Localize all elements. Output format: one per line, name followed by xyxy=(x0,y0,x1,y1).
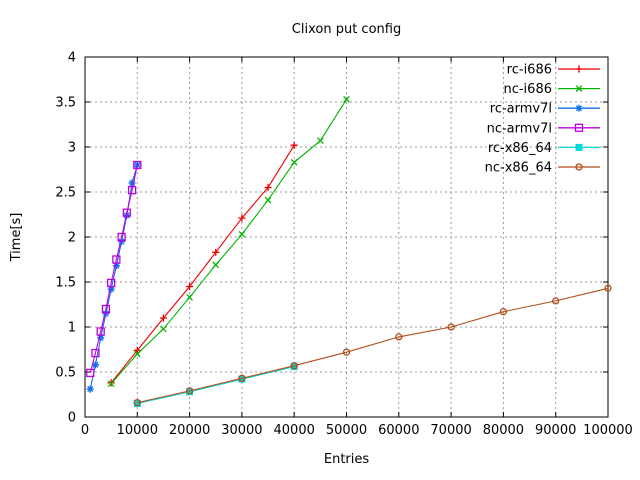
marker-square-open xyxy=(86,368,95,378)
marker-plus xyxy=(264,183,272,192)
marker-cross xyxy=(290,158,298,166)
marker-square-filled xyxy=(238,375,246,383)
x-tick-label: 30000 xyxy=(221,423,262,438)
marker-cross xyxy=(186,293,193,301)
y-tick-label: 3.5 xyxy=(55,96,76,111)
marker-cross xyxy=(317,137,324,145)
marker-square-open xyxy=(101,304,111,314)
marker-cross xyxy=(264,196,272,204)
legend-label-nc-x86_64: nc-x86_64 xyxy=(485,161,552,176)
marker-asterisk xyxy=(575,105,583,112)
x-tick-label: 70000 xyxy=(430,423,471,438)
marker-square-open xyxy=(133,160,142,170)
x-tick-label: 40000 xyxy=(274,423,315,438)
marker-circle-open xyxy=(604,284,612,292)
series-line-rc-x86_64 xyxy=(137,366,295,405)
y-tick-label: 1.5 xyxy=(55,276,76,291)
marker-cross xyxy=(212,261,220,269)
marker-circle-open xyxy=(342,348,351,356)
y-tick-label: 4 xyxy=(68,51,76,66)
marker-plus xyxy=(212,248,220,256)
x-tick-label: 50000 xyxy=(326,423,367,438)
y-tick-label: 0.5 xyxy=(55,366,76,381)
marker-circle-open xyxy=(552,297,560,305)
x-tick-label: 60000 xyxy=(378,423,419,438)
marker-cross xyxy=(238,230,246,238)
y-axis-title: Time[s] xyxy=(9,212,24,262)
marker-square-open xyxy=(96,327,105,336)
marker-square-open xyxy=(107,278,116,288)
y-tick-label: 1 xyxy=(68,321,76,336)
marker-plus xyxy=(290,141,298,149)
marker-square-filled xyxy=(186,388,194,396)
y-tick-label: 2.5 xyxy=(55,186,76,201)
legend-label-rc-i686: rc-i686 xyxy=(507,63,552,78)
legend-label-rc-x86_64: rc-x86_64 xyxy=(488,141,552,156)
marker-square-open xyxy=(574,123,584,132)
marker-cross xyxy=(575,85,583,92)
marker-plus xyxy=(238,214,246,222)
marker-square-open xyxy=(112,255,121,264)
marker-circle-open xyxy=(499,308,508,316)
marker-plus xyxy=(186,282,194,291)
series-line-rc-i686 xyxy=(110,144,295,384)
x-tick-label: 100000 xyxy=(583,423,633,438)
marker-square-filled xyxy=(133,400,141,407)
marker-square-filled xyxy=(290,363,298,371)
marker-circle-open xyxy=(290,362,298,370)
y-tick-label: 0 xyxy=(68,411,76,426)
x-axis-title: Entries xyxy=(323,452,370,467)
marker-cross xyxy=(107,380,115,388)
x-tick-label: 90000 xyxy=(535,423,576,438)
x-tick-label: 20000 xyxy=(169,423,210,438)
marker-cross xyxy=(343,95,350,103)
legend-label-rc-armv7l: rc-armv7l xyxy=(490,102,552,117)
marker-square-open xyxy=(122,208,131,217)
marker-cross xyxy=(160,325,167,333)
marker-circle-open xyxy=(133,398,141,407)
marker-plus xyxy=(159,314,168,322)
marker-circle-open xyxy=(395,333,403,341)
marker-circle-open xyxy=(185,387,194,395)
y-tick-label: 2 xyxy=(68,231,76,246)
marker-circle-open xyxy=(447,323,455,331)
marker-cross xyxy=(133,350,141,358)
marker-square-open xyxy=(127,186,137,195)
legend-label-nc-i686: nc-i686 xyxy=(503,82,552,97)
series-line-nc-i686 xyxy=(110,99,347,385)
marker-asterisk xyxy=(123,212,130,219)
marker-square-filled xyxy=(575,143,583,151)
x-tick-label: 0 xyxy=(81,423,89,438)
chart-title: Clixon put config xyxy=(291,22,402,37)
marker-asterisk xyxy=(92,361,99,368)
marker-square-open xyxy=(117,232,126,242)
x-tick-label: 80000 xyxy=(483,423,524,438)
marker-asterisk xyxy=(87,386,94,393)
marker-square-open xyxy=(91,348,100,358)
series-line-nc-armv7l xyxy=(89,164,138,374)
y-tick-label: 3 xyxy=(68,141,76,156)
marker-plus xyxy=(575,65,583,73)
marker-circle-open xyxy=(575,163,583,171)
marker-circle-open xyxy=(238,374,246,382)
series-line-nc-x86_64 xyxy=(137,287,609,404)
x-tick-label: 10000 xyxy=(117,423,158,438)
marker-plus xyxy=(133,346,141,354)
legend-label-nc-armv7l: nc-armv7l xyxy=(487,121,552,136)
